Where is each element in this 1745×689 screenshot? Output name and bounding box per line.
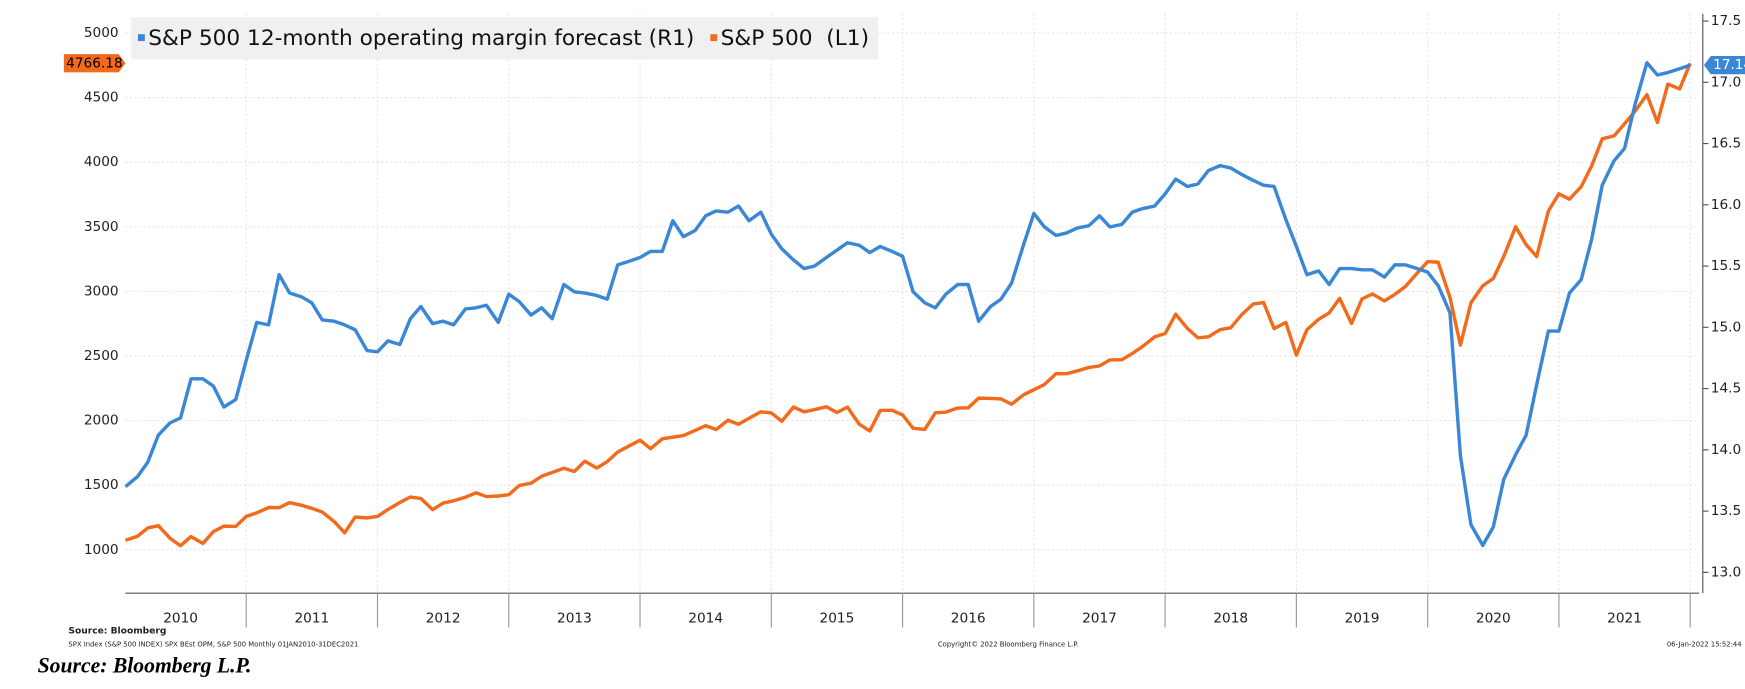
y2-tick-label: 15.0: [1711, 319, 1741, 335]
y2-tick-label: 16.0: [1711, 197, 1741, 213]
timestamp: 06-Jan-2022 15:52:44: [1667, 641, 1742, 649]
x-tick-label: 2018: [1213, 610, 1248, 626]
footnote: SPX Index (S&P 500 INDEX) SPX BEst OPM, …: [68, 641, 358, 649]
value-tag-label: 17.14: [1713, 57, 1745, 73]
x-tick-label: 2011: [294, 610, 329, 626]
plot: [124, 61, 1692, 548]
y2-tick-label: 17.0: [1711, 74, 1741, 90]
value-tag: [63, 54, 126, 73]
y2-tick-label: 14.0: [1711, 442, 1741, 458]
y-tick-label: 4500: [84, 90, 119, 106]
series-line: [124, 62, 1692, 548]
legend: S&P 500 12-month operating margin foreca…: [138, 26, 869, 51]
y-tick-label: 3500: [84, 219, 119, 235]
legend-swatch: [138, 34, 145, 42]
x-tick-label: 2015: [820, 610, 855, 626]
value-tag-label: 4766.18: [66, 55, 123, 71]
y-tick-label: 2000: [84, 413, 119, 429]
x-tick-label: 2016: [951, 610, 986, 626]
y-tick-label: 2500: [84, 348, 119, 364]
x-tick-label: 2014: [688, 610, 723, 626]
series-line: [124, 61, 1691, 548]
y2-tick-label: 13.5: [1711, 503, 1741, 519]
x-tick-label: 2012: [426, 610, 461, 626]
y2-tick-label: 15.5: [1711, 258, 1741, 274]
y-tick-label: 5000: [84, 25, 119, 41]
x-tick-label: 2010: [163, 610, 198, 626]
y-tick-label: 1000: [84, 542, 119, 558]
x-tick-label: 2019: [1345, 610, 1380, 626]
legend-swatch: [710, 34, 718, 42]
y2-tick-label: 13.0: [1711, 564, 1741, 580]
legend-label: S&P 500 12-month operating margin foreca…: [148, 26, 694, 51]
y-tick-label: 1500: [84, 477, 119, 493]
x-tick-label: 2020: [1476, 610, 1511, 626]
caption: Source: Bloomberg L.P.: [38, 653, 252, 677]
x-tick-label: 2013: [557, 610, 592, 626]
value-tag: [1703, 56, 1745, 75]
grid: 1000 1500 2000 2500 3000 3500 4000 4500 5000 13.0…: [84, 13, 1741, 628]
y-tick-label: 4000: [84, 154, 119, 170]
y2-tick-label: 17.5: [1711, 13, 1741, 29]
y2-tick-label: 16.5: [1711, 136, 1741, 152]
x-tick-label: 2017: [1082, 610, 1117, 626]
x-tick-label: 2021: [1607, 610, 1642, 626]
source: Source: Bloomberg: [68, 626, 166, 636]
legend-label: S&P 500 (L1): [721, 26, 869, 51]
copyright: Copyright© 2022 Bloomberg Finance L.P.: [938, 641, 1079, 649]
legend-box: [131, 17, 879, 60]
y2-tick-label: 14.5: [1711, 381, 1741, 397]
y-tick-label: 3000: [84, 283, 119, 299]
